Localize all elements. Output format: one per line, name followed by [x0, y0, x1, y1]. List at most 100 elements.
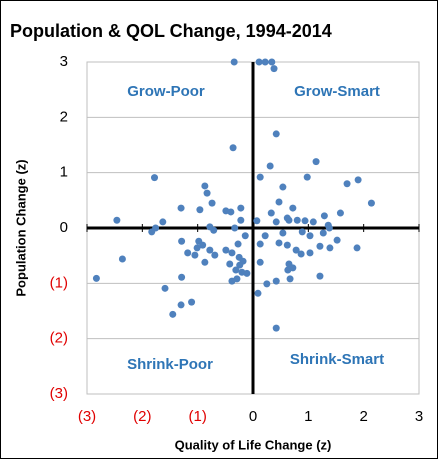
- y-tick-label: 2: [60, 108, 68, 125]
- point: [367, 199, 375, 207]
- point: [234, 240, 242, 248]
- point: [279, 229, 287, 237]
- point: [306, 232, 314, 240]
- point: [256, 258, 264, 266]
- point: [275, 198, 283, 206]
- point: [285, 216, 293, 224]
- point: [275, 239, 283, 247]
- point: [222, 246, 230, 254]
- point: [201, 182, 209, 190]
- point: [148, 228, 156, 236]
- point: [177, 204, 185, 212]
- point: [191, 251, 199, 259]
- point: [169, 310, 177, 318]
- point: [211, 251, 219, 259]
- y-tick-label: 3: [60, 53, 68, 70]
- point: [177, 301, 185, 309]
- point: [325, 224, 333, 232]
- point: [227, 208, 235, 216]
- point: [316, 242, 324, 250]
- point: [193, 244, 201, 252]
- point: [316, 272, 324, 280]
- y-axis-label: Population Change (z): [13, 159, 28, 296]
- point: [261, 232, 269, 240]
- point: [199, 241, 207, 249]
- point: [236, 261, 244, 269]
- point: [306, 249, 314, 257]
- y-tick-label: 1: [60, 164, 68, 181]
- quadrant-label: Grow-Smart: [294, 83, 380, 100]
- point: [320, 212, 328, 220]
- chart-title: Population & QOL Change, 1994-2014: [10, 21, 332, 41]
- point: [272, 277, 280, 285]
- y-tick-label: (2): [50, 330, 68, 347]
- point: [92, 274, 100, 282]
- point: [161, 284, 169, 292]
- point: [188, 298, 196, 306]
- point: [333, 236, 341, 244]
- point: [303, 173, 311, 181]
- point: [243, 269, 251, 277]
- y-tick-label: (3): [50, 385, 68, 402]
- point: [289, 204, 297, 212]
- x-axis-label: Quality of Life Change (z): [175, 437, 332, 452]
- point: [203, 189, 211, 197]
- quadrant-label: Grow-Poor: [127, 83, 205, 100]
- point: [256, 240, 264, 248]
- point: [292, 246, 300, 254]
- point: [254, 289, 262, 297]
- point: [237, 216, 245, 224]
- point: [297, 250, 305, 258]
- point: [272, 218, 280, 226]
- x-tick-label: 3: [415, 408, 423, 425]
- point: [228, 277, 236, 285]
- point: [208, 199, 216, 207]
- point: [206, 246, 214, 254]
- point: [201, 258, 209, 266]
- point: [270, 65, 278, 73]
- point: [228, 249, 236, 257]
- x-tick-label: (1): [188, 408, 206, 425]
- x-tick-label: 2: [359, 408, 367, 425]
- point: [267, 209, 275, 217]
- x-tick-label: (2): [133, 408, 151, 425]
- y-tick-label: 0: [60, 219, 68, 236]
- x-tick-label: 1: [304, 408, 312, 425]
- point: [301, 217, 309, 225]
- point: [326, 244, 334, 252]
- point: [298, 228, 306, 236]
- point: [353, 244, 361, 252]
- point: [253, 217, 261, 225]
- quadrant-label: Shrink-Smart: [290, 351, 384, 368]
- point: [255, 58, 263, 66]
- point: [230, 58, 238, 66]
- point: [286, 275, 294, 283]
- point: [268, 58, 276, 66]
- x-tick-label: 0: [249, 408, 257, 425]
- point: [354, 176, 362, 184]
- point: [336, 209, 344, 217]
- point: [196, 206, 204, 214]
- quadrant-label: Shrink-Poor: [127, 356, 213, 373]
- point: [210, 226, 218, 234]
- point: [229, 144, 237, 152]
- point: [159, 218, 167, 226]
- point: [232, 266, 240, 274]
- point: [261, 58, 269, 66]
- x-tick-label: (3): [78, 408, 96, 425]
- point: [266, 162, 274, 170]
- point: [284, 266, 292, 274]
- point: [241, 232, 249, 240]
- point: [113, 216, 121, 224]
- point: [231, 224, 239, 232]
- point: [237, 204, 245, 212]
- point: [343, 180, 351, 188]
- point: [283, 241, 291, 249]
- point: [272, 324, 280, 332]
- point: [151, 174, 159, 182]
- point: [178, 273, 186, 281]
- point: [293, 216, 301, 224]
- point: [226, 260, 234, 268]
- point: [184, 249, 192, 257]
